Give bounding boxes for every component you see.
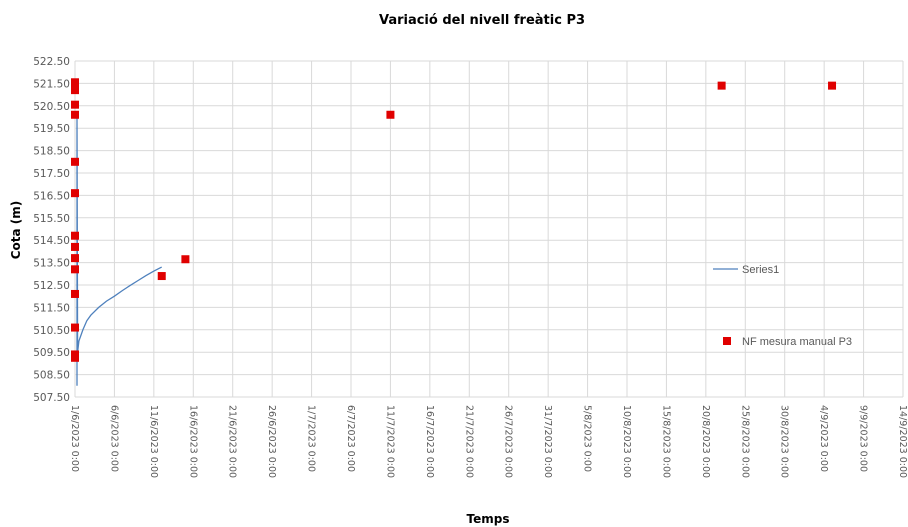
nf-mesura-manual-point [828, 81, 837, 90]
x-tick-label: 6/6/2023 0:00 [108, 405, 119, 472]
x-tick-label: 14/9/2023 0:00 [897, 405, 908, 478]
nf-mesura-manual-point [386, 110, 395, 119]
x-tick-label: 26/6/2023 0:00 [266, 405, 277, 478]
y-tick-label: 520.50 [33, 101, 70, 113]
x-tick-label: 21/7/2023 0:00 [463, 405, 474, 478]
nf-mesura-manual-point [71, 110, 79, 119]
x-tick-label: 4/9/2023 0:00 [818, 405, 829, 472]
legend-label-series1: Series1 [742, 264, 779, 276]
series1-line [76, 116, 162, 386]
nf-mesura-manual-point [71, 265, 79, 274]
x-tick-label: 10/8/2023 0:00 [621, 405, 632, 478]
x-tick-label: 31/7/2023 0:00 [542, 405, 553, 478]
y-tick-label: 514.50 [33, 235, 70, 247]
x-axis-title: Temps [467, 512, 510, 526]
nf-mesura-manual-point [181, 255, 190, 264]
y-tick-label: 519.50 [33, 123, 70, 135]
x-tick-label: 11/7/2023 0:00 [384, 405, 395, 478]
x-tick-label: 1/6/2023 0:00 [69, 405, 80, 472]
y-tick-label: 512.50 [33, 280, 70, 292]
y-tick-label: 515.50 [33, 213, 70, 225]
x-tick-label: 5/8/2023 0:00 [582, 405, 593, 472]
nf-mesura-manual-point [71, 100, 79, 109]
nf-mesura-manual-point [71, 81, 79, 90]
y-tick-label: 509.50 [33, 347, 70, 359]
y-tick-labels: 522.50 521.50 520.50 519.50 518.50 517.50 516.… [33, 56, 70, 404]
nf-mesura-manual-point [71, 231, 79, 240]
x-tick-label: 1/7/2023 0:00 [306, 405, 317, 472]
series-line-layer [76, 116, 162, 386]
nf-mesura-manual-point [157, 272, 166, 281]
chart-title: Variació del nivell freàtic P3 [379, 13, 585, 28]
series-point-layer [71, 78, 837, 362]
y-tick-label: 511.50 [33, 302, 70, 314]
y-tick-label: 507.50 [33, 392, 70, 404]
x-tick-label: 16/7/2023 0:00 [424, 405, 435, 478]
nf-mesura-manual-point [71, 189, 79, 198]
nf-mesura-manual-point [71, 254, 79, 263]
y-axis-title: Cota (m) [9, 201, 23, 260]
y-tick-label: 518.50 [33, 146, 70, 158]
y-tick-label: 522.50 [33, 56, 70, 68]
x-tick-label: 21/6/2023 0:00 [227, 405, 238, 478]
x-tick-label: 26/7/2023 0:00 [503, 405, 514, 478]
x-tick-labels: 1/6/2023 0:00 6/6/2023 0:00 11/6/2023 0:00… [69, 405, 908, 478]
nf-mesura-manual-point [71, 289, 79, 298]
y-tick-label: 513.50 [33, 258, 70, 270]
legend: Series1 NF mesura manual P3 [713, 264, 852, 348]
x-tick-label: 9/9/2023 0:00 [858, 405, 869, 472]
y-tick-label: 517.50 [33, 168, 70, 180]
legend-label-nf-mesura-manual: NF mesura manual P3 [742, 336, 852, 348]
y-tick-label: 521.50 [33, 78, 70, 90]
x-tick-label: 20/8/2023 0:00 [700, 405, 711, 478]
y-tick-label: 516.50 [33, 190, 70, 202]
nf-mesura-manual-point [717, 81, 726, 90]
x-tick-label: 15/8/2023 0:00 [660, 405, 671, 478]
y-tick-label: 508.50 [33, 370, 70, 382]
nf-mesura-manual-point [71, 353, 79, 362]
x-tick-label: 6/7/2023 0:00 [345, 405, 356, 472]
nf-mesura-manual-point [71, 323, 79, 332]
legend-swatch-nf-mesura-manual [723, 337, 731, 345]
grid [74, 60, 904, 398]
x-tick-label: 11/6/2023 0:00 [148, 405, 159, 478]
x-tick-label: 25/8/2023 0:00 [739, 405, 750, 478]
nf-mesura-manual-point [71, 157, 79, 166]
nf-mesura-manual-point [71, 86, 79, 95]
nf-mesura-manual-point [71, 242, 79, 251]
x-tick-label: 16/6/2023 0:00 [187, 405, 198, 478]
y-tick-label: 510.50 [33, 325, 70, 337]
x-tick-label: 30/8/2023 0:00 [779, 405, 790, 478]
